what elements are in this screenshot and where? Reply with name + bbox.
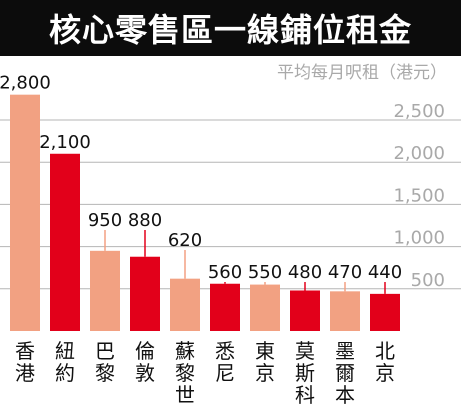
bar <box>370 293 400 331</box>
value-label: 470 <box>328 262 362 283</box>
bar <box>10 94 40 332</box>
category-label: 倫敦 <box>135 339 155 385</box>
category-label: 北京 <box>375 339 395 385</box>
bar <box>130 256 160 331</box>
category-label: 香港 <box>15 339 35 385</box>
bar <box>330 291 360 331</box>
value-labels: 2,800 2,100 950 880 620 560 550 480 470 440 <box>0 73 402 294</box>
value-label: 620 <box>168 230 202 251</box>
category-label: 巴黎 <box>95 339 115 385</box>
y-tick-label: 1,500 <box>393 185 445 206</box>
category-label: 蘇黎世 <box>175 339 195 407</box>
value-label: 2,100 <box>39 132 91 153</box>
y-tick-label: 2,500 <box>393 101 445 122</box>
category-label: 墨爾本 <box>335 339 355 407</box>
category-label: 悉尼 <box>215 339 235 385</box>
bar <box>210 283 240 331</box>
value-label: 950 <box>88 210 122 231</box>
value-label: 550 <box>248 262 282 283</box>
y-tick-labels: 500 1,000 1,500 2,000 2,500 <box>393 101 445 291</box>
bar <box>90 250 120 331</box>
category-label: 紐約 <box>55 339 75 385</box>
y-tick-label: 1,000 <box>393 228 445 249</box>
value-label: 560 <box>208 262 242 283</box>
bar <box>170 278 200 331</box>
y-tick-label: 2,000 <box>393 143 445 164</box>
bar-chart: 平均每月呎租（港元） 500 1,000 1,500 2,000 2,500 2,800… <box>0 63 461 407</box>
y-tick-label: 500 <box>411 270 445 291</box>
value-label: 880 <box>128 210 162 231</box>
y-axis-label: 平均每月呎租（港元） <box>277 63 447 83</box>
bars <box>10 94 400 332</box>
category-label: 莫斯科 <box>295 339 315 407</box>
bar <box>250 284 280 331</box>
bar <box>290 290 320 331</box>
category-label: 東京 <box>255 339 275 385</box>
chart-title: 核心零售區一線鋪位租金 <box>0 0 461 56</box>
value-label: 440 <box>368 262 402 283</box>
value-label: 480 <box>288 262 322 283</box>
value-label: 2,800 <box>0 73 51 94</box>
bar <box>50 153 80 331</box>
